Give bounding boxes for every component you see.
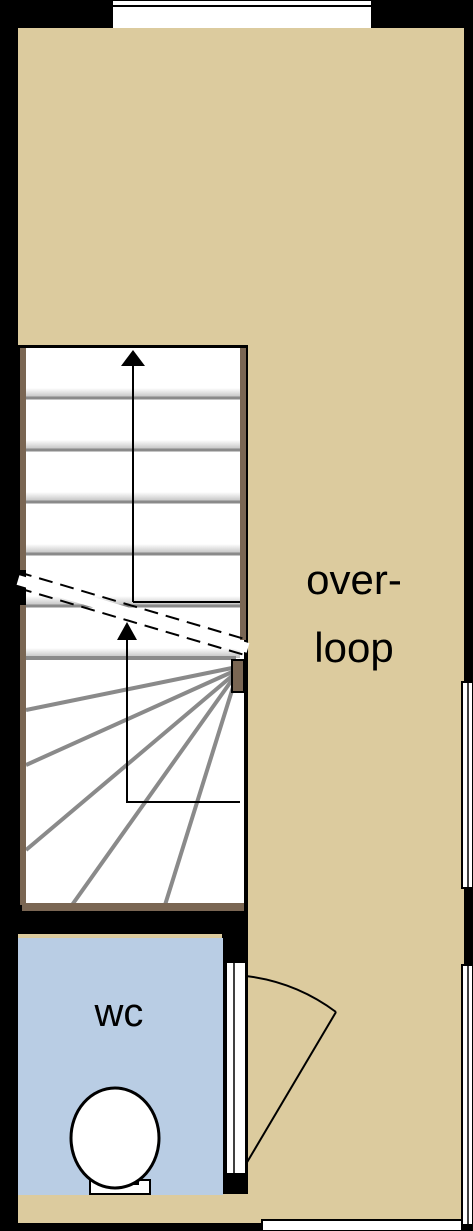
arrow-up-icon bbox=[117, 622, 137, 640]
bottom-window bbox=[261, 1219, 463, 1231]
right-stringer bbox=[240, 348, 246, 640]
top-window bbox=[111, 0, 373, 31]
landing-label-line2: loop bbox=[314, 624, 393, 671]
stair-winders bbox=[24, 666, 236, 907]
newel-post bbox=[231, 659, 245, 693]
toilet-room bbox=[0, 912, 248, 1195]
walking-line bbox=[126, 362, 240, 803]
left-stringer-upper bbox=[20, 348, 26, 570]
toilet-icon bbox=[69, 1086, 161, 1195]
staircase bbox=[16, 345, 250, 915]
arrow-up-icon bbox=[121, 350, 145, 366]
bottom-stringer bbox=[22, 903, 244, 911]
left-stringer-lower bbox=[20, 605, 26, 905]
door-swing-icon bbox=[225, 961, 337, 1175]
toilet-label: wc bbox=[94, 991, 144, 1035]
landing-label-line1: over- bbox=[306, 556, 402, 603]
